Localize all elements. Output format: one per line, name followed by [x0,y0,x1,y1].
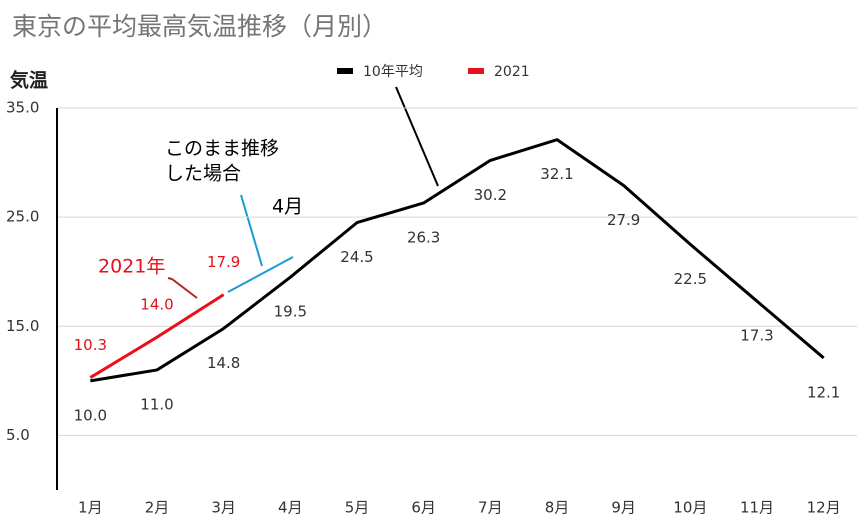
data-label: 10.3 [74,336,107,354]
y-tick-label: 15.0 [6,317,39,335]
legend-label: 10年平均 [363,64,423,80]
x-tick-label: 9月 [611,499,636,517]
y-axis-label: 気温 [10,69,48,92]
data-label: 22.5 [674,270,707,288]
x-tick-label: 3月 [211,499,236,517]
data-label: 11.0 [140,395,173,413]
data-label: 12.1 [807,383,840,401]
series-line [89,293,225,379]
chart-title: 東京の平均最高気温推移（月別） [12,12,387,41]
y-tick-label: 35.0 [6,99,39,117]
data-label: 32.1 [540,165,573,183]
series-line [90,138,825,383]
legend-swatch [337,68,353,74]
data-label: 27.9 [607,211,640,229]
annotation-line [240,194,263,267]
annotation: した場合 [165,163,241,185]
x-tick-label: 2月 [145,499,170,517]
annotation: 2021年 [98,256,165,278]
y-tick-label: 5.0 [6,426,30,444]
data-label: 14.0 [140,296,173,314]
x-tick-label: 4月 [278,499,303,517]
x-tick-label: 8月 [545,499,570,517]
data-label: 24.5 [340,248,373,266]
data-label: 26.3 [407,228,440,246]
x-tick-label: 5月 [345,499,370,517]
annotation: このまま推移 [165,138,279,160]
annotation: 4月 [272,196,303,218]
x-tick-label: 11月 [740,499,774,517]
x-tick-label: 6月 [411,499,436,517]
data-label: 17.9 [207,253,240,271]
annotation-line [227,256,294,293]
data-label: 19.5 [274,303,307,321]
data-label: 17.3 [740,327,773,345]
annotation-line [167,277,198,299]
data-label: 30.2 [474,186,507,204]
legend-label: 2021 [494,64,530,80]
x-tick-label: 10月 [673,499,707,517]
x-tick-label: 1月 [78,499,103,517]
annotation-line [395,86,439,187]
data-label: 10.0 [74,406,107,424]
x-tick-label: 12月 [807,499,841,517]
x-tick-label: 7月 [478,499,503,517]
data-label: 14.8 [207,354,240,372]
y-tick-label: 25.0 [6,208,39,226]
legend-swatch [468,68,484,74]
